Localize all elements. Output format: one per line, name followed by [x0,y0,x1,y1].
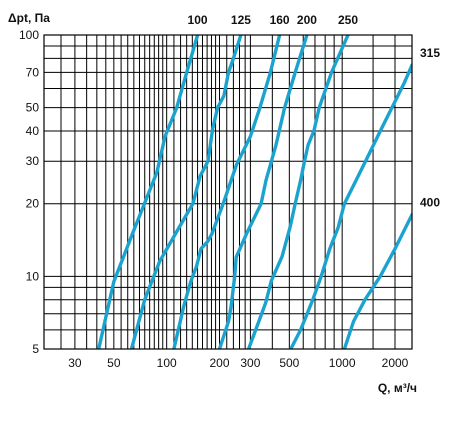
series-label-125: 125 [231,13,251,27]
series-labels: 100 125 160 200 250 315 400 [188,13,441,210]
plot-frame [43,34,413,350]
series-line-125 [129,35,243,349]
y-tick-label: 100 [19,28,39,42]
series-label-200: 200 [297,13,317,27]
series-line-160 [172,35,282,349]
x-axis-label: Q, м³/ч [378,381,417,395]
series-line-400 [342,213,412,349]
y-tick-label: 5 [32,342,39,356]
x-tick-label: 50 [107,356,121,370]
x-tick-label: 100 [157,356,177,370]
series-line-250 [246,35,350,349]
y-tick-label: 40 [26,124,40,138]
series-group [97,35,412,349]
y-axis-label: Δpt, Па [8,11,50,25]
y-tick-label: 30 [26,154,40,168]
x-tick-label: 200 [209,356,229,370]
series-line-200 [217,35,309,349]
grid [44,34,412,350]
x-tick-label: 30 [68,356,82,370]
x-tick-label: 500 [279,356,299,370]
series-label-250: 250 [338,13,358,27]
x-tick-label: 1000 [329,356,356,370]
x-tick-label: 300 [240,356,260,370]
series-label-400: 400 [420,196,440,210]
y-tick-label: 10 [26,269,40,283]
series-label-160: 160 [270,13,290,27]
y-tick-label: 70 [26,65,40,79]
series-label-315: 315 [420,46,440,60]
x-tick-label: 2000 [382,356,409,370]
y-tick-label: 20 [26,197,40,211]
y-tick-label: 50 [26,101,40,115]
series-line-315 [289,63,412,349]
series-label-100: 100 [188,13,208,27]
series-line-100 [97,35,200,349]
tick-labels: 30 50 100 200 300 500 1000 2000 5 10 20 30 40 50 70 100 [19,28,409,370]
